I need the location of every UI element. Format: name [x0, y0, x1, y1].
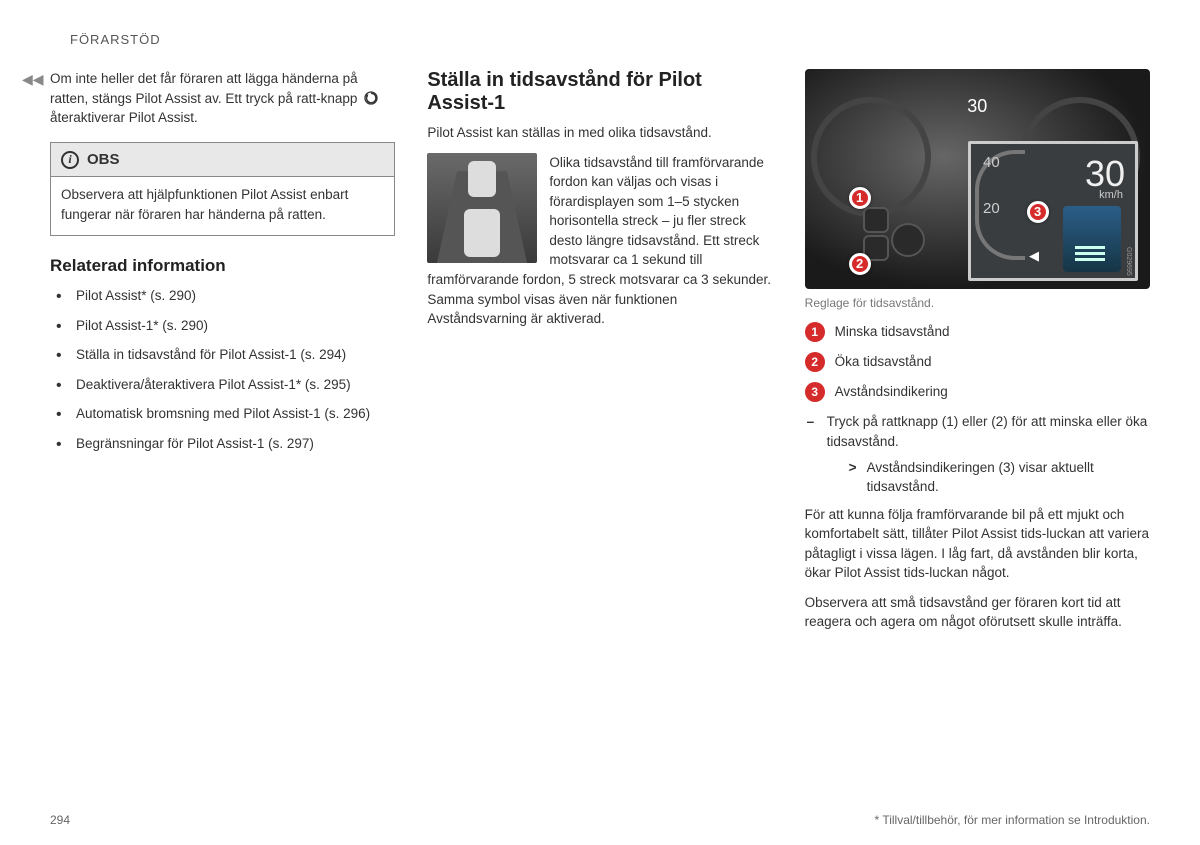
legend-num-icon: 2 — [805, 352, 825, 372]
step-item: Tryck på rattknapp (1) eller (2) för att… — [805, 412, 1150, 496]
legend-item: 2 Öka tidsavstånd — [805, 352, 1150, 372]
legend-text: Avståndsindikering — [835, 382, 948, 402]
section-title: Ställa in tidsavstånd för Pilot Assist-1 — [427, 69, 772, 115]
page-footer: 294 * Tillval/tillbehör, för mer informa… — [50, 813, 1150, 827]
related-item: Deaktivera/återaktivera Pilot Assist-1* … — [54, 375, 395, 395]
step-sub-list: Avståndsindikeringen (3) visar aktuellt … — [827, 458, 1150, 497]
wheel-center-icon — [891, 223, 925, 257]
step-sub-item: Avståndsindikeringen (3) visar aktuellt … — [849, 458, 1150, 497]
footnote: * Tillval/tillbehör, för mer information… — [875, 813, 1150, 827]
legend-num-icon: 3 — [805, 382, 825, 402]
gauge-left-icon — [811, 97, 931, 217]
steering-resume-icon — [363, 90, 379, 106]
legend-item: 1 Minska tidsavstånd — [805, 322, 1150, 342]
column-1: ◀◀ Om inte heller det får föraren att lä… — [50, 69, 395, 642]
scale-40: 40 — [983, 152, 1000, 174]
body-text-2: Samma symbol visas även när funktionen A… — [427, 290, 772, 329]
related-item: Begränsningar för Pilot Assist-1 (s. 297… — [54, 434, 395, 454]
page-number: 294 — [50, 813, 70, 827]
intro-text-a: Om inte heller det får föraren att lägga… — [50, 71, 361, 106]
related-item: Automatisk bromsning med Pilot Assist-1 … — [54, 404, 395, 424]
cars-distance-figure — [427, 153, 537, 263]
note-head: i OBS — [51, 143, 394, 178]
intro-text-b: återaktiverar Pilot Assist. — [50, 110, 198, 125]
distance-bars-icon — [1075, 246, 1105, 264]
legend-text: Minska tidsavstånd — [835, 322, 950, 342]
related-heading: Relaterad information — [50, 254, 395, 279]
figure-caption: Reglage för tidsavstånd. — [805, 295, 1150, 312]
lead-text: Pilot Assist kan ställas in med olika ti… — [427, 123, 772, 143]
legend-item: 3 Avståndsindikering — [805, 382, 1150, 402]
related-item: Pilot Assist* (s. 290) — [54, 286, 395, 306]
nav-triangle-icon: ◀ — [1029, 247, 1039, 266]
related-item: Ställa in tidsavstånd för Pilot Assist-1… — [54, 345, 395, 365]
step-text: Tryck på rattknapp (1) eller (2) för att… — [827, 414, 1148, 449]
inset-unit: km/h — [1099, 188, 1123, 204]
callout-marker-2: 2 — [849, 253, 871, 275]
related-item: Pilot Assist-1* (s. 290) — [54, 316, 395, 336]
column-2: Ställa in tidsavstånd för Pilot Assist-1… — [427, 69, 772, 642]
figure-text-block: Olika tidsavstånd till framförvarande fo… — [427, 153, 772, 290]
legend-num-icon: 1 — [805, 322, 825, 342]
info-icon: i — [61, 151, 79, 169]
continuation-marker-icon: ◀◀ — [22, 69, 44, 89]
col3-para-1: För att kunna följa framförvarande bil p… — [805, 505, 1150, 583]
display-inset: 40 20 30 km/h ◀ G029695 — [968, 141, 1138, 281]
scale-20: 20 — [983, 198, 1000, 220]
section-header: FÖRARSTÖD — [70, 32, 1150, 47]
dash-speed: 30 — [967, 93, 987, 119]
callout-marker-3: 3 — [1027, 201, 1049, 223]
legend-list: 1 Minska tidsavstånd 2 Öka tidsavstånd 3 Av… — [805, 322, 1150, 402]
wheel-button-1-icon — [863, 207, 889, 233]
legend-text: Öka tidsavstånd — [835, 352, 932, 372]
intro-paragraph: Om inte heller det får föraren att lägga… — [50, 69, 395, 128]
col3-para-2: Observera att små tidsavstånd ger förare… — [805, 593, 1150, 632]
note-body: Observera att hjälpfunktionen Pilot Assi… — [51, 177, 394, 234]
image-code: G029695 — [1123, 247, 1133, 276]
content-columns: ◀◀ Om inte heller det får föraren att lä… — [50, 69, 1150, 642]
related-list: Pilot Assist* (s. 290) Pilot Assist-1* (… — [50, 286, 395, 453]
callout-marker-1: 1 — [849, 187, 871, 209]
column-3: 30 40 20 30 km/h ◀ G029695 1 2 3 Reglage… — [805, 69, 1150, 642]
dashboard-figure: 30 40 20 30 km/h ◀ G029695 1 2 3 — [805, 69, 1150, 289]
step-list: Tryck på rattknapp (1) eller (2) för att… — [805, 412, 1150, 496]
note-title: OBS — [87, 149, 120, 171]
note-box: i OBS Observera att hjälpfunktionen Pilo… — [50, 142, 395, 236]
